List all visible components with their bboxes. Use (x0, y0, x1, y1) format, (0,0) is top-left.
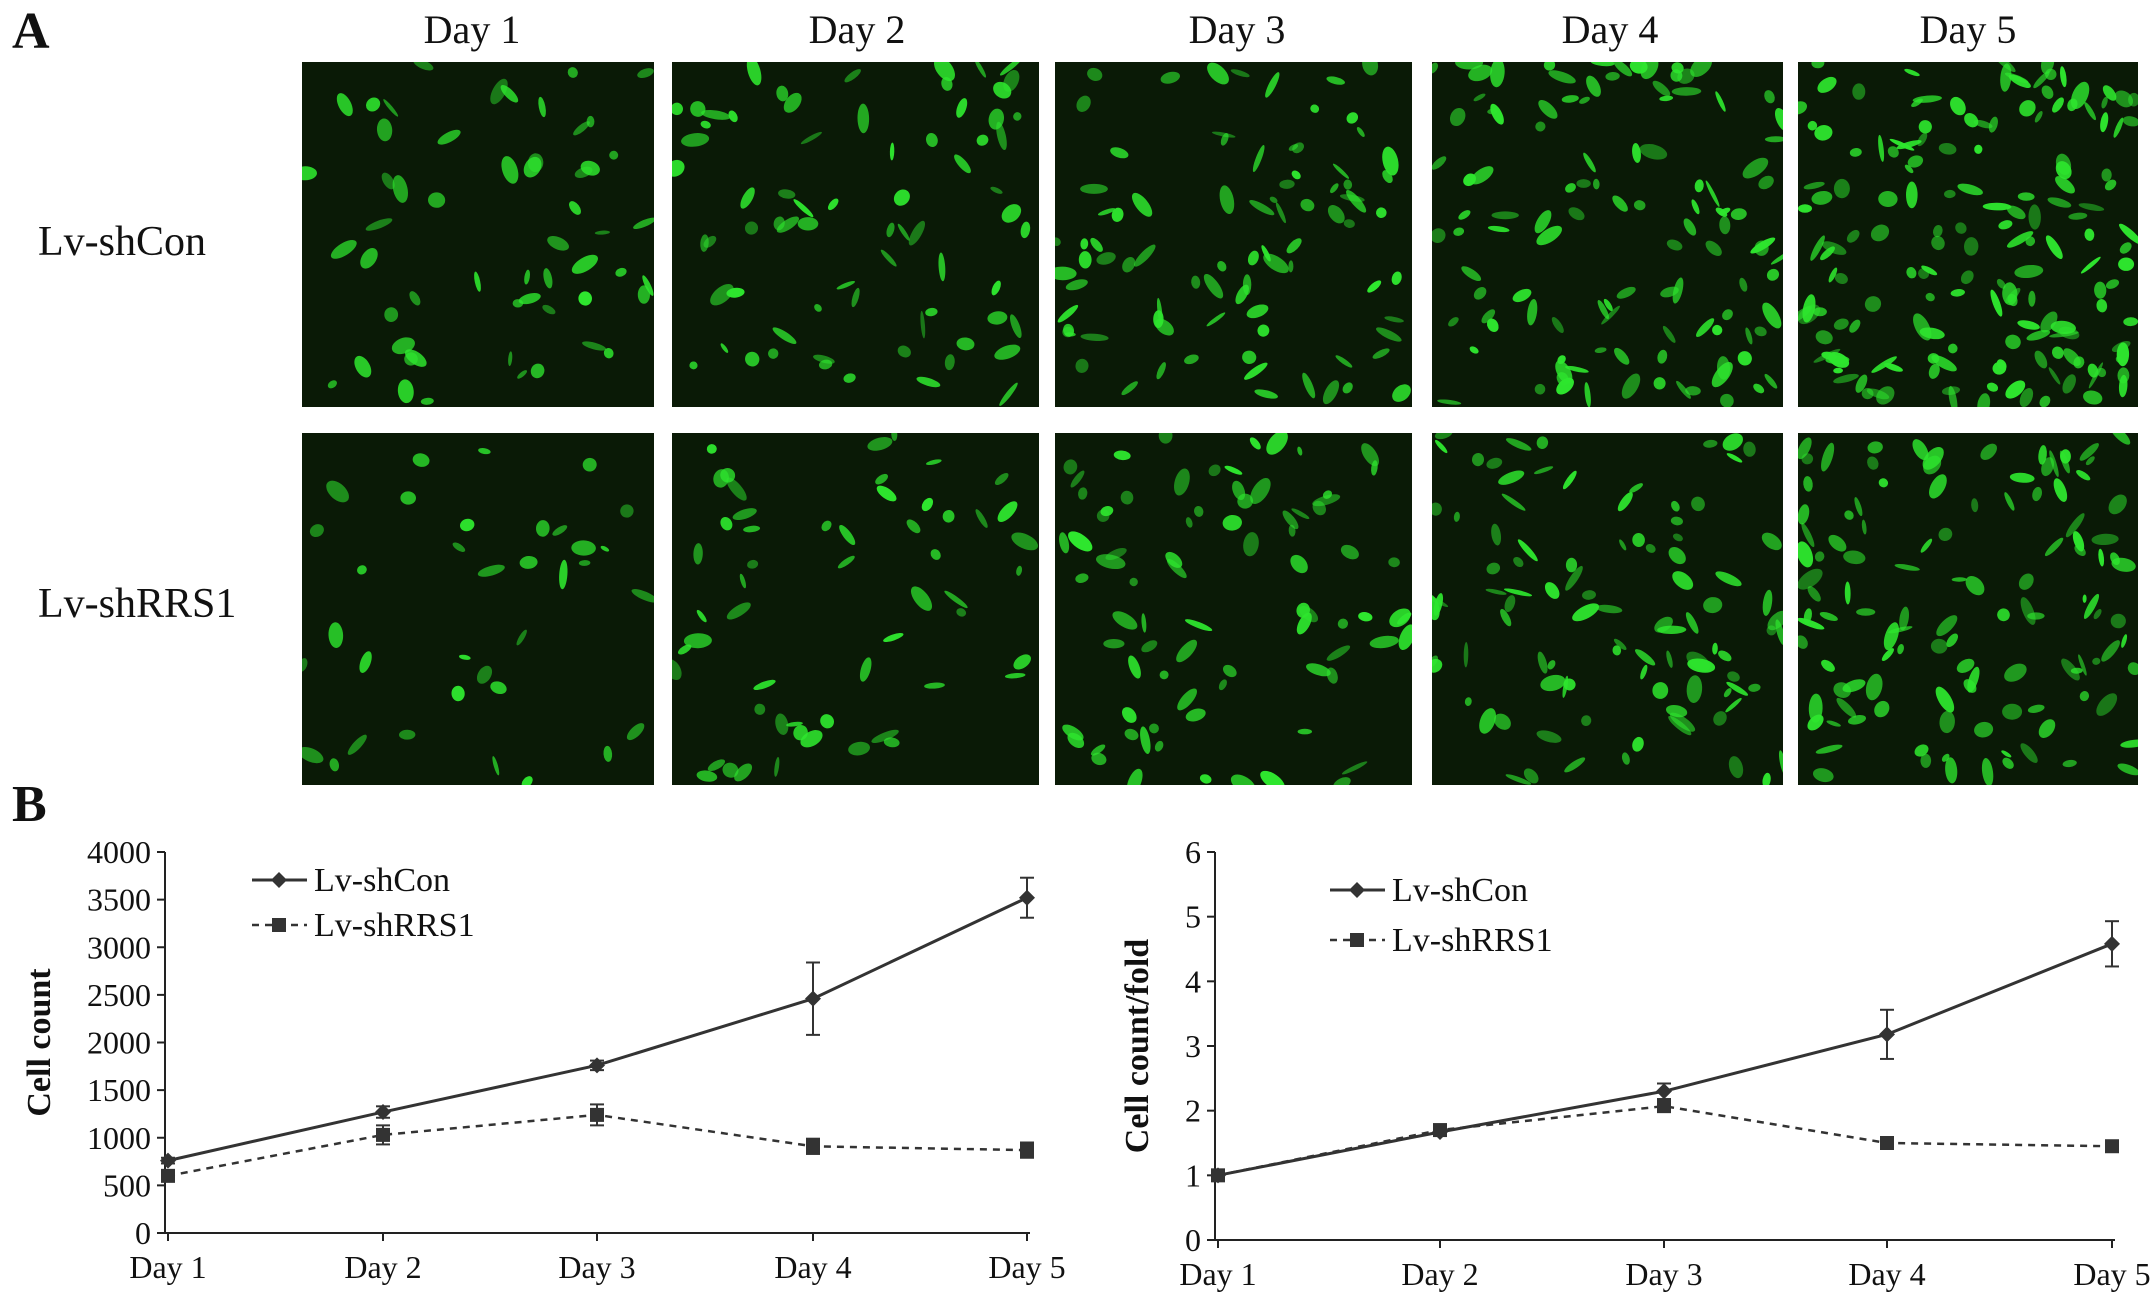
series-line (167, 1113, 1028, 1178)
day-1-header: Day 1 (423, 7, 521, 52)
x-tick-label: Day 3 (1625, 1256, 1702, 1292)
data-point (1211, 1168, 1225, 1183)
panel-a-label: A (12, 3, 50, 60)
legend-item-lv-shcon: Lv-shCon (252, 862, 450, 899)
micrograph-shrrs1-day-1 (302, 433, 654, 785)
y-tick-label: 500 (103, 1167, 151, 1203)
y-tick-label: 2000 (87, 1025, 151, 1061)
legend-label: Lv-shRRS1 (314, 907, 475, 944)
data-point (1879, 1026, 1895, 1043)
data-point (590, 1107, 604, 1122)
y-tick-label: 0 (135, 1215, 151, 1251)
y-tick-label: 1000 (87, 1120, 151, 1156)
micrograph-shcon-day-3 (1055, 62, 1412, 407)
y-axis-label: Cell count (21, 968, 58, 1117)
chart-2: 0 1 2 3 4 5 6 Day 1 Day 2 Day 3 Day 4 Day 5 Cell cou… (1119, 834, 2150, 1292)
legend-item-lv-shcon: Lv-shCon (1330, 872, 1528, 909)
legend-label: Lv-shCon (1392, 872, 1528, 909)
day-3-header: Day 3 (1188, 7, 1286, 52)
series-line (167, 896, 1028, 1163)
legend-marker (271, 872, 287, 888)
data-point (160, 1152, 176, 1169)
data-point (1433, 1123, 1447, 1138)
legend-label: Lv-shRRS1 (1392, 922, 1553, 959)
row-label-shrrs1: Lv-shRRS1 (38, 581, 237, 627)
legend-label: Lv-shCon (314, 862, 450, 899)
y-tick-label: 1500 (87, 1072, 151, 1108)
x-tick-label: Day 5 (2073, 1256, 2150, 1292)
legend-marker (272, 918, 286, 932)
data-point (589, 1057, 605, 1074)
data-point (161, 1168, 175, 1183)
y-tick-label: 4 (1185, 963, 1201, 999)
micrograph-shcon-day-5 (1798, 62, 2138, 407)
micrograph-shrrs1-day-3 (1055, 433, 1412, 785)
micrograph-shrrs1-day-4 (1432, 433, 1783, 785)
series-lv-shcon (160, 876, 1035, 1169)
micrograph-shrrs1-day-5 (1798, 433, 2138, 785)
micrograph-shrrs1-day-2 (672, 433, 1039, 785)
data-point (2104, 935, 2120, 952)
y-tick-label: 6 (1185, 834, 1201, 870)
data-point (1656, 1083, 1672, 1100)
y-axis-label: Cell count/fold (1119, 939, 1156, 1153)
day-5-header: Day 5 (1919, 7, 2017, 52)
y-tick-label: 2500 (87, 977, 151, 1013)
x-tick-label: Day 4 (774, 1249, 851, 1285)
x-tick-label: Day 1 (1179, 1256, 1256, 1292)
row-label-shcon: Lv-shCon (38, 219, 206, 265)
panel-b-label: B (12, 776, 47, 833)
series-line (1217, 1104, 2113, 1177)
y-tick-label: 0 (1185, 1222, 1201, 1258)
day-4-header: Day 4 (1561, 7, 1659, 52)
x-tick-label: Day 1 (129, 1249, 206, 1285)
data-point (1210, 1167, 1226, 1184)
data-point (1657, 1099, 1671, 1114)
data-point (1432, 1124, 1448, 1141)
day-2-header: Day 2 (808, 7, 906, 52)
x-tick-label: Day 3 (558, 1249, 635, 1285)
y-tick-label: 3 (1185, 1028, 1201, 1064)
x-tick-label: Day 2 (344, 1249, 421, 1285)
micrograph-shcon-day-4 (1432, 62, 1783, 407)
data-point (806, 1139, 820, 1154)
data-point (1019, 889, 1035, 906)
micrograph-shcon-day-1 (302, 62, 654, 407)
legend-marker (1350, 933, 1364, 947)
x-tick-label: Day 4 (1848, 1256, 1925, 1292)
series-lv-shrrs1 (1211, 1099, 2119, 1183)
legend-marker (1349, 882, 1365, 898)
y-tick-label: 2 (1185, 1093, 1201, 1129)
y-tick-label: 5 (1185, 899, 1201, 935)
y-tick-label: 1 (1185, 1157, 1201, 1193)
legend-item-lv-shrrs1: Lv-shRRS1 (252, 907, 475, 944)
y-tick-label: 3000 (87, 929, 151, 965)
data-point (375, 1104, 391, 1121)
micrograph-shcon-day-2 (672, 62, 1039, 407)
data-point (805, 990, 821, 1007)
legend-item-lv-shrrs1: Lv-shRRS1 (1330, 922, 1553, 959)
x-tick-label: Day 5 (988, 1249, 1065, 1285)
data-point (1880, 1136, 1894, 1150)
data-point (1020, 1143, 1034, 1158)
chart-1: 0 500 1000 1500 2000 2500 3000 3500 4000 Day 1 Day… (21, 834, 1066, 1285)
y-tick-label: 4000 (87, 834, 151, 870)
x-tick-label: Day 2 (1401, 1256, 1478, 1292)
y-tick-label: 3500 (87, 882, 151, 918)
series-line (1217, 942, 2113, 1177)
series-lv-shrrs1 (161, 1103, 1034, 1183)
series-lv-shcon (1210, 920, 2120, 1184)
data-point (2105, 1139, 2119, 1154)
data-point (376, 1127, 390, 1142)
